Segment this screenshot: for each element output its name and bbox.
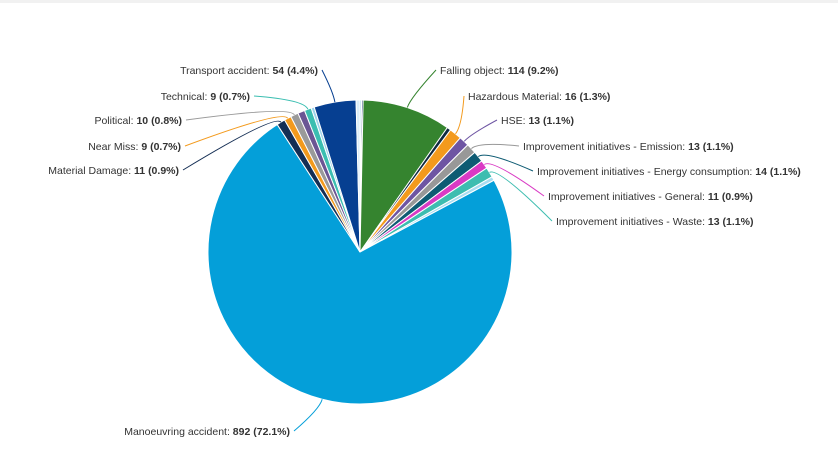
pie-slice-manoeuvring-accident[interactable] xyxy=(207,123,513,405)
pie-slice-unspecified[interactable] xyxy=(355,99,361,253)
data-label-political: Political: 10 (0.8%) xyxy=(94,115,182,127)
data-label-hazardous-material: Hazardous Material: 16 (1.3%) xyxy=(468,91,610,103)
connector-manoeuvring-accident xyxy=(293,399,323,432)
top-border xyxy=(0,0,838,3)
connector-hazardous-material xyxy=(455,95,465,135)
connector-improvement-initiatives-energy-consumption xyxy=(477,154,534,172)
connector-technical xyxy=(253,95,309,110)
data-label-transport-accident: Transport accident: 54 (4.4%) xyxy=(180,65,318,77)
data-label-manoeuvring-accident: Manoeuvring accident: 892 (72.1%) xyxy=(124,426,290,438)
connector-improvement-initiatives-waste xyxy=(489,171,553,222)
data-label-improvement-initiatives-waste: Improvement initiatives - Waste: 13 (1.1… xyxy=(556,216,753,228)
connector-falling-object xyxy=(406,69,437,108)
data-label-technical: Technical: 9 (0.7%) xyxy=(161,91,250,103)
connector-hse xyxy=(463,119,498,142)
connector-transport-accident xyxy=(321,69,336,103)
data-label-improvement-initiatives-energy-consumption: Improvement initiatives - Energy consump… xyxy=(537,166,801,178)
pie-slice-falling-object[interactable] xyxy=(359,99,449,254)
data-label-falling-object: Falling object: 114 (9.2%) xyxy=(440,65,559,77)
data-label-hse: HSE: 13 (1.1%) xyxy=(501,115,574,127)
data-label-material-damage: Material Damage: 11 (0.9%) xyxy=(48,165,179,177)
connector-material-damage xyxy=(182,120,282,171)
data-label-near-miss: Near Miss: 9 (0.7%) xyxy=(88,141,181,153)
connector-improvement-initiatives-general xyxy=(484,163,545,197)
connector-near-miss xyxy=(184,116,289,147)
data-label-improvement-initiatives-emission: Improvement initiatives - Emission: 13 (… xyxy=(523,141,734,153)
data-label-improvement-initiatives-general: Improvement initiatives - General: 11 (0… xyxy=(548,191,753,203)
connector-political xyxy=(185,110,295,121)
connector-improvement-initiatives-emission xyxy=(471,143,520,150)
